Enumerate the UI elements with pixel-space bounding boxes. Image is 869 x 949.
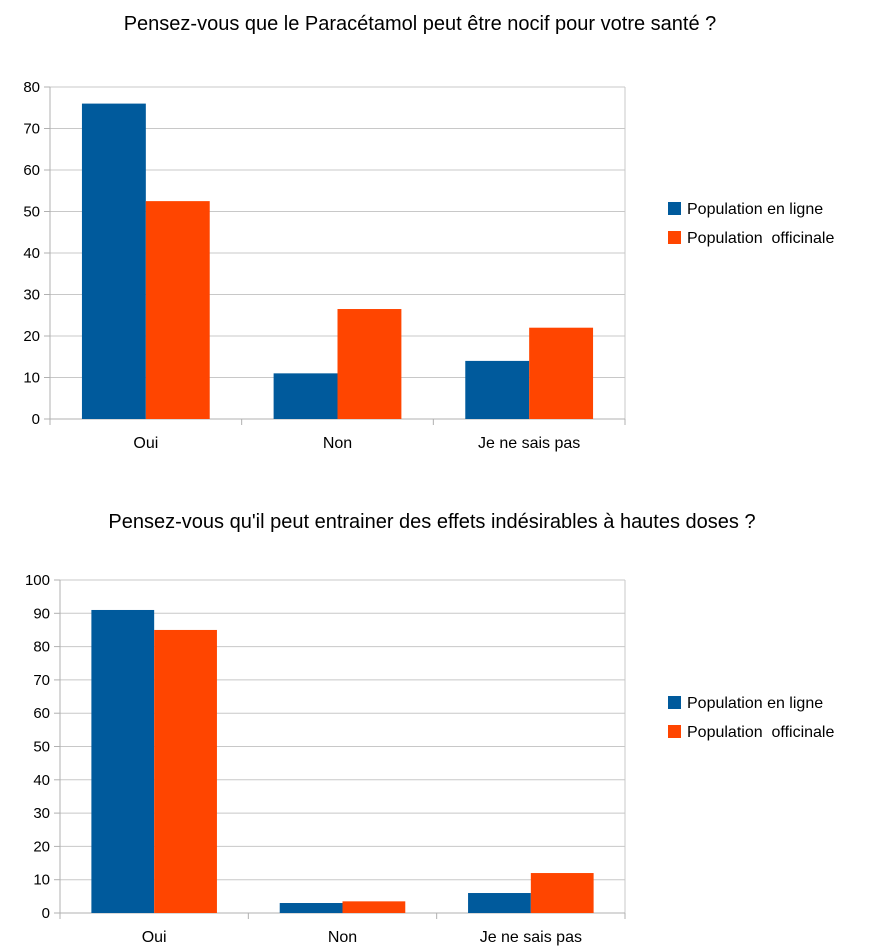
chart-1-title: Pensez-vous que le Paracétamol peut être… [124, 13, 717, 35]
chart-2-bar-population-en-ligne [279, 903, 343, 913]
chart-2-y-tick-label: 0 [42, 905, 50, 922]
chart-1-bar-population-officinale [145, 201, 210, 419]
chart-2-x-ticks: Oui Non Je ne sais pas [142, 929, 582, 946]
chart-2-y-ticks: 0 10 20 30 40 50 60 70 80 90 100 [25, 572, 50, 922]
chart-2-legend-label: Population officinale [687, 724, 834, 741]
chart-2-y-tick-label: 90 [33, 605, 50, 622]
chart-1-y-tick-label: 20 [23, 328, 40, 345]
chart-2-y-tick-label: 80 [33, 639, 50, 656]
chart-2-y-tick-label: 100 [25, 572, 50, 589]
chart-1-legend: Population en ligne Population officinale [668, 201, 834, 247]
chart-1-y-tick-label: 60 [23, 162, 40, 179]
chart-1-bar-population-en-ligne [81, 103, 146, 419]
chart-1-y-tick-label: 10 [23, 370, 40, 387]
chart-1-bar-population-officinale [337, 309, 402, 419]
chart-2-bar-population-officinale [342, 901, 406, 913]
chart-2-x-tick-label: Oui [142, 929, 167, 946]
chart-1-y-tick-label: 30 [23, 287, 40, 304]
chart-2-bar-population-en-ligne [468, 893, 531, 913]
chart-1-x-ticks: Oui Non Je ne sais pas [133, 435, 580, 452]
chart-1-bar-population-en-ligne [273, 373, 338, 419]
chart-1-y-tick-label: 80 [23, 79, 40, 96]
chart-2-x-tick-label: Je ne sais pas [480, 929, 582, 946]
chart-2-y-tick-label: 60 [33, 705, 50, 722]
chart-1-bar-population-en-ligne [465, 360, 530, 419]
chart-1-y-tick-label: 50 [23, 204, 40, 221]
chart-1-legend-swatch [668, 202, 681, 215]
chart-2-legend: Population en ligne Population officinale [668, 695, 834, 741]
chart-1-y-tick-label: 40 [23, 245, 40, 262]
chart-2-y-tick-label: 70 [33, 672, 50, 689]
chart-1-y-tick-label: 70 [23, 121, 40, 138]
chart-2-bar-population-en-ligne [91, 609, 155, 913]
chart-2-bar-population-officinale [530, 873, 594, 913]
chart-2-y-tick-label: 30 [33, 805, 50, 822]
chart-2-legend-label: Population en ligne [687, 695, 823, 712]
chart-2-y-tick-label: 20 [33, 838, 50, 855]
chart-2-y-tick-label: 40 [33, 772, 50, 789]
chart-1-x-tick-label: Je ne sais pas [478, 435, 580, 452]
chart-1: Pensez-vous que le Paracétamol peut être… [23, 13, 834, 452]
chart-2-y-tick-label: 50 [33, 739, 50, 756]
chart-2-y-tick-label: 10 [33, 872, 50, 889]
chart-1-bars [81, 103, 594, 419]
chart-2-bars [91, 609, 594, 913]
chart-1-y-ticks: 0 10 20 30 40 50 60 70 80 [23, 79, 40, 428]
chart-1-legend-swatch [668, 231, 681, 244]
chart-2-title: Pensez-vous qu'il peut entrainer des eff… [108, 511, 755, 533]
chart-1-legend-label: Population en ligne [687, 201, 823, 218]
chart-1-bar-population-officinale [529, 327, 594, 419]
chart-2-bar-population-officinale [154, 629, 217, 913]
chart-2-x-tick-label: Non [328, 929, 357, 946]
chart-1-x-tick-label: Oui [133, 435, 158, 452]
chart-1-y-tick-label: 0 [32, 411, 40, 428]
chart-2-legend-swatch [668, 725, 681, 738]
chart-2: Pensez-vous qu'il peut entrainer des eff… [25, 511, 835, 946]
chart-1-legend-label: Population officinale [687, 230, 834, 247]
chart-1-x-tick-label: Non [323, 435, 352, 452]
chart-2-legend-swatch [668, 696, 681, 709]
